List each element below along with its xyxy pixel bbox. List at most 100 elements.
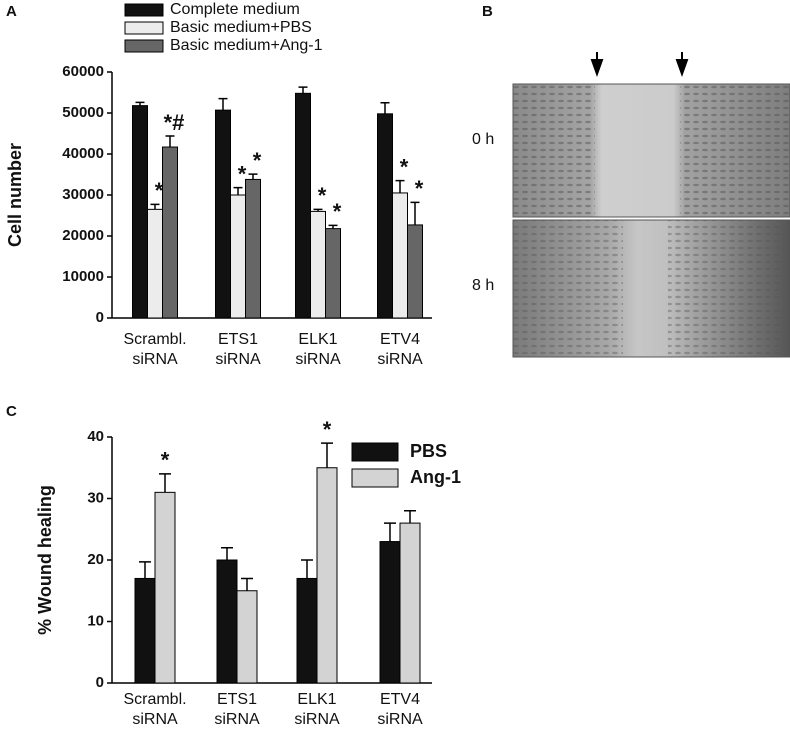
bar [295, 92, 311, 319]
annotation: * [253, 148, 262, 173]
annotation: * [318, 183, 327, 208]
bar [392, 192, 408, 319]
x-tick-label-line: Scrambl. [123, 691, 186, 708]
x-tick-label: ETS1 siRNA [214, 691, 260, 728]
y-tick-label: 0 [96, 309, 104, 326]
image-label: 0 h [472, 131, 494, 148]
error-bar [301, 559, 313, 579]
error-bar [404, 510, 416, 524]
x-tick-label-line: siRNA [215, 351, 261, 368]
y-tick-label: 20 [87, 551, 104, 568]
panel-label: A [6, 3, 17, 20]
x-tick-label-line: siRNA [295, 351, 341, 368]
legend-label: Complete medium [170, 1, 300, 18]
panel-label: C [6, 403, 17, 420]
error-bar [321, 442, 333, 468]
annotation: * [161, 448, 170, 473]
legend-label: Basic medium+PBS [170, 19, 312, 36]
y-tick-label: 0 [96, 674, 104, 691]
x-tick-label-line: siRNA [377, 351, 423, 368]
y-tick-label: 20000 [62, 227, 104, 244]
annotation: *# [164, 110, 185, 135]
bar [379, 541, 401, 684]
x-tick-label-line: ELK1 [297, 691, 336, 708]
error-bar [241, 577, 253, 591]
error-bar [380, 102, 390, 114]
x-tick-label: ELK1 siRNA [294, 691, 340, 728]
error-bar [298, 86, 308, 94]
error-bar [384, 522, 396, 542]
legend-swatch [124, 3, 164, 17]
bar [134, 577, 156, 684]
error-bar [395, 179, 405, 193]
y-tick-label: 40000 [62, 145, 104, 162]
x-tick-label-line: ETS1 [217, 691, 257, 708]
annotation: * [238, 161, 247, 186]
y-axis-label: % Wound healing [35, 485, 55, 635]
legend-label: PBS [410, 441, 447, 461]
panel-label: B [482, 3, 493, 20]
bar [296, 577, 318, 684]
bar [310, 210, 326, 319]
error-bar [135, 101, 145, 106]
bar [216, 559, 238, 684]
bar [215, 109, 231, 319]
x-tick-label-line: siRNA [132, 351, 178, 368]
x-tick-label-line: ETV4 [380, 691, 420, 708]
x-tick-label-line: siRNA [214, 711, 260, 728]
y-tick-label: 50000 [62, 104, 104, 121]
x-tick-label-line: ETS1 [218, 331, 258, 348]
error-bar [233, 186, 243, 195]
error-bar [218, 97, 228, 111]
x-tick-label: Scrambl. siRNA [123, 331, 186, 368]
x-tick-label: Scrambl. siRNA [123, 691, 186, 728]
micrograph [512, 52, 790, 358]
x-tick-label-line: ELK1 [298, 331, 337, 348]
y-tick-label: 30000 [62, 186, 104, 203]
error-bar [248, 173, 258, 180]
x-tick-label: ETV4 siRNA [377, 691, 423, 728]
error-bar [410, 201, 420, 225]
bar [230, 194, 246, 319]
legend-label: Basic medium+Ang-1 [170, 37, 323, 54]
error-bar [150, 203, 160, 210]
y-tick-label: 10 [87, 612, 104, 629]
error-bar [221, 546, 233, 560]
y-tick-label: 60000 [62, 63, 104, 80]
bar [399, 522, 421, 684]
legend-swatch [124, 21, 164, 35]
x-tick-label-line: siRNA [294, 711, 340, 728]
bar [162, 146, 178, 319]
error-bar [328, 224, 338, 229]
x-tick-label-line: siRNA [132, 711, 178, 728]
image-label: 8 h [472, 277, 494, 294]
bar [407, 224, 423, 319]
y-tick-label: 30 [87, 489, 104, 506]
bar [377, 113, 393, 319]
legend-label: Ang-1 [410, 467, 461, 487]
error-bar [165, 135, 175, 148]
legend-swatch [124, 39, 164, 53]
x-tick-label-line: siRNA [377, 711, 423, 728]
x-tick-label: ELK1 siRNA [295, 331, 341, 368]
x-tick-label-line: ETV4 [380, 331, 420, 348]
bar [325, 228, 341, 319]
error-bar [139, 561, 151, 579]
y-tick-label: 40 [87, 428, 104, 445]
bar [147, 208, 163, 319]
annotation: * [415, 176, 424, 201]
bar [132, 105, 148, 319]
y-axis-label: Cell number [5, 143, 25, 247]
x-tick-label-line: Scrambl. [123, 331, 186, 348]
annotation: * [323, 417, 332, 442]
bar [236, 590, 258, 684]
x-tick-label: ETS1 siRNA [215, 331, 261, 368]
bar [154, 491, 176, 684]
y-tick-label: 10000 [62, 268, 104, 285]
annotation: * [400, 154, 409, 179]
annotation: * [333, 199, 342, 224]
bar [245, 178, 261, 319]
annotation: * [155, 178, 164, 203]
x-tick-label: ETV4 siRNA [377, 331, 423, 368]
